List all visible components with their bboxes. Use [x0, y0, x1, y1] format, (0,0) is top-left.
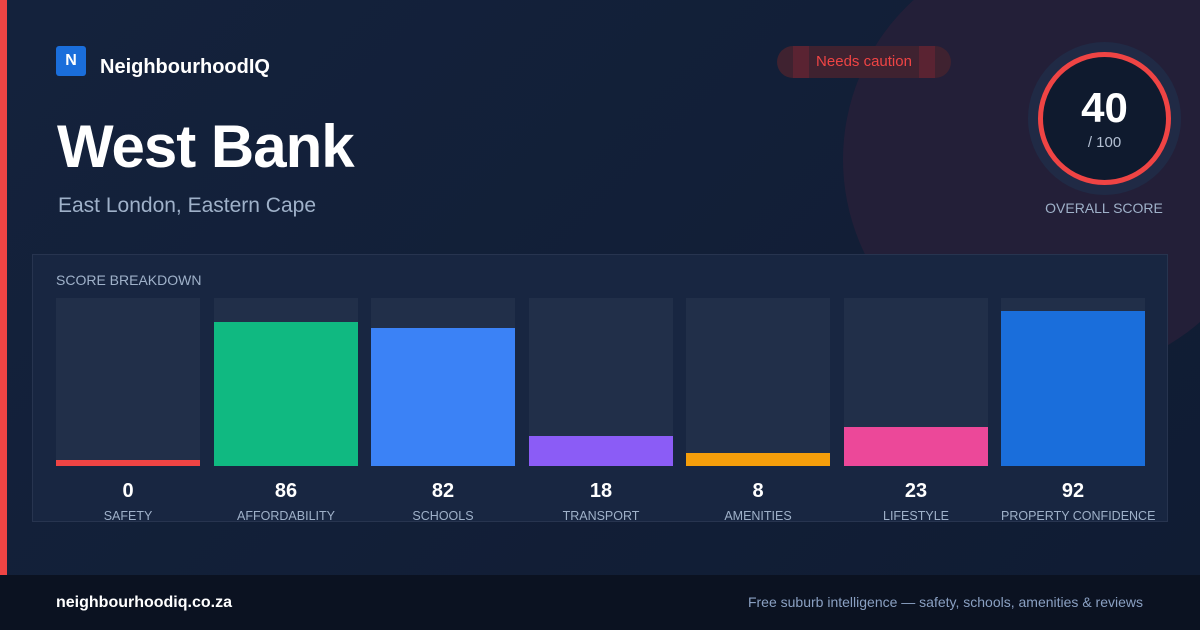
bar-label: TRANSPORT: [562, 509, 640, 523]
bar-label: SCHOOLS: [412, 509, 474, 523]
status-badge-label: Needs caution: [816, 53, 912, 70]
bar-value: 86: [274, 480, 298, 502]
bar-fill-amenities: [686, 453, 830, 466]
footer: [0, 575, 1200, 630]
bar-track-property-confidence: [1001, 298, 1145, 466]
bar-value: 92: [1061, 480, 1085, 502]
bar-value: 82: [431, 480, 455, 502]
bar-value: 23: [904, 480, 928, 502]
bar-value: 18: [589, 480, 613, 502]
bar-value: 0: [122, 480, 134, 502]
status-badge: Needs caution: [777, 46, 951, 78]
overall-score-max: / 100: [1087, 134, 1122, 151]
overall-score-value: 40: [1081, 84, 1128, 131]
score-ring: [1038, 52, 1171, 185]
brand-name: NeighbourhoodIQ: [100, 56, 270, 78]
bar-track-amenities: [686, 298, 830, 466]
bar-fill-transport: [529, 436, 673, 466]
bar-value: 8: [752, 480, 764, 502]
bar-label: AMENITIES: [724, 509, 792, 523]
bar-label: PROPERTY CONFIDENCE: [1001, 509, 1156, 523]
bar-fill-lifestyle: [844, 427, 988, 466]
brand-logo-icon: N: [56, 46, 86, 76]
bar-track-safety: [56, 298, 200, 466]
footer-site-link[interactable]: neighbourhoodiq.co.za: [56, 594, 232, 611]
overall-score-label: OVERALL SCORE: [1045, 200, 1163, 216]
suburb-title: West Bank: [57, 113, 355, 180]
bar-label: SAFETY: [103, 509, 153, 523]
bar-fill-property-confidence: [1001, 311, 1145, 466]
score-breakdown-title: SCORE BREAKDOWN: [56, 272, 202, 288]
overall-score-gauge: 40 / 100: [1028, 42, 1181, 195]
footer-tagline: Free suburb intelligence — safety, schoo…: [747, 594, 1143, 610]
bar-label: AFFORDABILITY: [237, 509, 335, 523]
bar-fill-schools: [371, 328, 515, 466]
bar-fill-safety: [56, 460, 200, 466]
accent-strip: [0, 0, 7, 575]
suburb-location: East London, Eastern Cape: [58, 194, 317, 217]
bar-track-schools: [371, 298, 515, 466]
bar-label: LIFESTYLE: [883, 509, 949, 523]
bar-track-transport: [529, 298, 673, 466]
bar-track-affordability: [214, 298, 358, 466]
bar-fill-affordability: [214, 322, 358, 466]
bar-track-lifestyle: [844, 298, 988, 466]
